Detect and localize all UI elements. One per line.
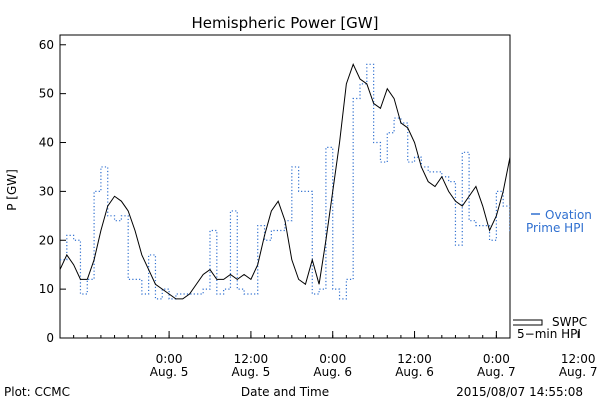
footer-right: 2015/08/07 14:55:08 <box>456 385 583 399</box>
series-layer <box>60 62 510 300</box>
y-tick-label: 50 <box>39 87 54 101</box>
plot-frame <box>59 34 511 339</box>
legend-swpc: SWPC 5−min HPI <box>513 315 587 341</box>
legend-swpc-label-1: SWPC <box>552 315 587 329</box>
x-axis-label: Date and Time <box>241 385 329 399</box>
x-tick-time-label: 0:00 <box>483 352 510 366</box>
legend-swpc-marker <box>513 319 543 326</box>
x-tick-date-label: Aug. 5 <box>150 365 189 379</box>
x-tick-date-label: Aug. 7 <box>477 365 516 379</box>
x-tick-date-label: Aug. 5 <box>232 365 271 379</box>
legend-ovation-label-2: Prime HPI <box>526 221 584 235</box>
x-tick-time-label: 12:00 <box>234 352 269 366</box>
y-tick-label: 40 <box>39 136 54 150</box>
y-tick-label: 60 <box>39 38 54 52</box>
x-tick-time-label: 0:00 <box>156 352 183 366</box>
y-tick-label: 20 <box>39 233 54 247</box>
x-tick-time-label: 12:00 <box>397 352 432 366</box>
y-tick-label: 0 <box>46 331 54 345</box>
y-tick-label: 10 <box>39 282 54 296</box>
y-tick-label: 30 <box>39 184 54 198</box>
y-axis: 0 10 20 30 40 50 60 <box>39 38 66 345</box>
footer-left: Plot: CCMC <box>4 385 70 399</box>
x-tick-date-label: Aug. 7 <box>559 365 598 379</box>
legend-ovation: Ovation Prime HPI <box>526 208 592 235</box>
x-tick-time-label: 12:00 <box>561 352 596 366</box>
x-tick-date-label: Aug. 6 <box>313 365 352 379</box>
legend-swpc-label-2: 5−min HPI <box>517 327 581 341</box>
chart-title: Hemispheric Power [GW] <box>192 14 379 32</box>
x-tick-time-label: 0:00 <box>319 352 346 366</box>
series-ovation-line <box>60 63 510 300</box>
legend-ovation-label-1: Ovation <box>545 208 592 222</box>
series-swpc-line <box>60 62 510 300</box>
y-axis-label: P [GW] <box>5 169 19 211</box>
x-tick-date-label: Aug. 6 <box>395 365 434 379</box>
